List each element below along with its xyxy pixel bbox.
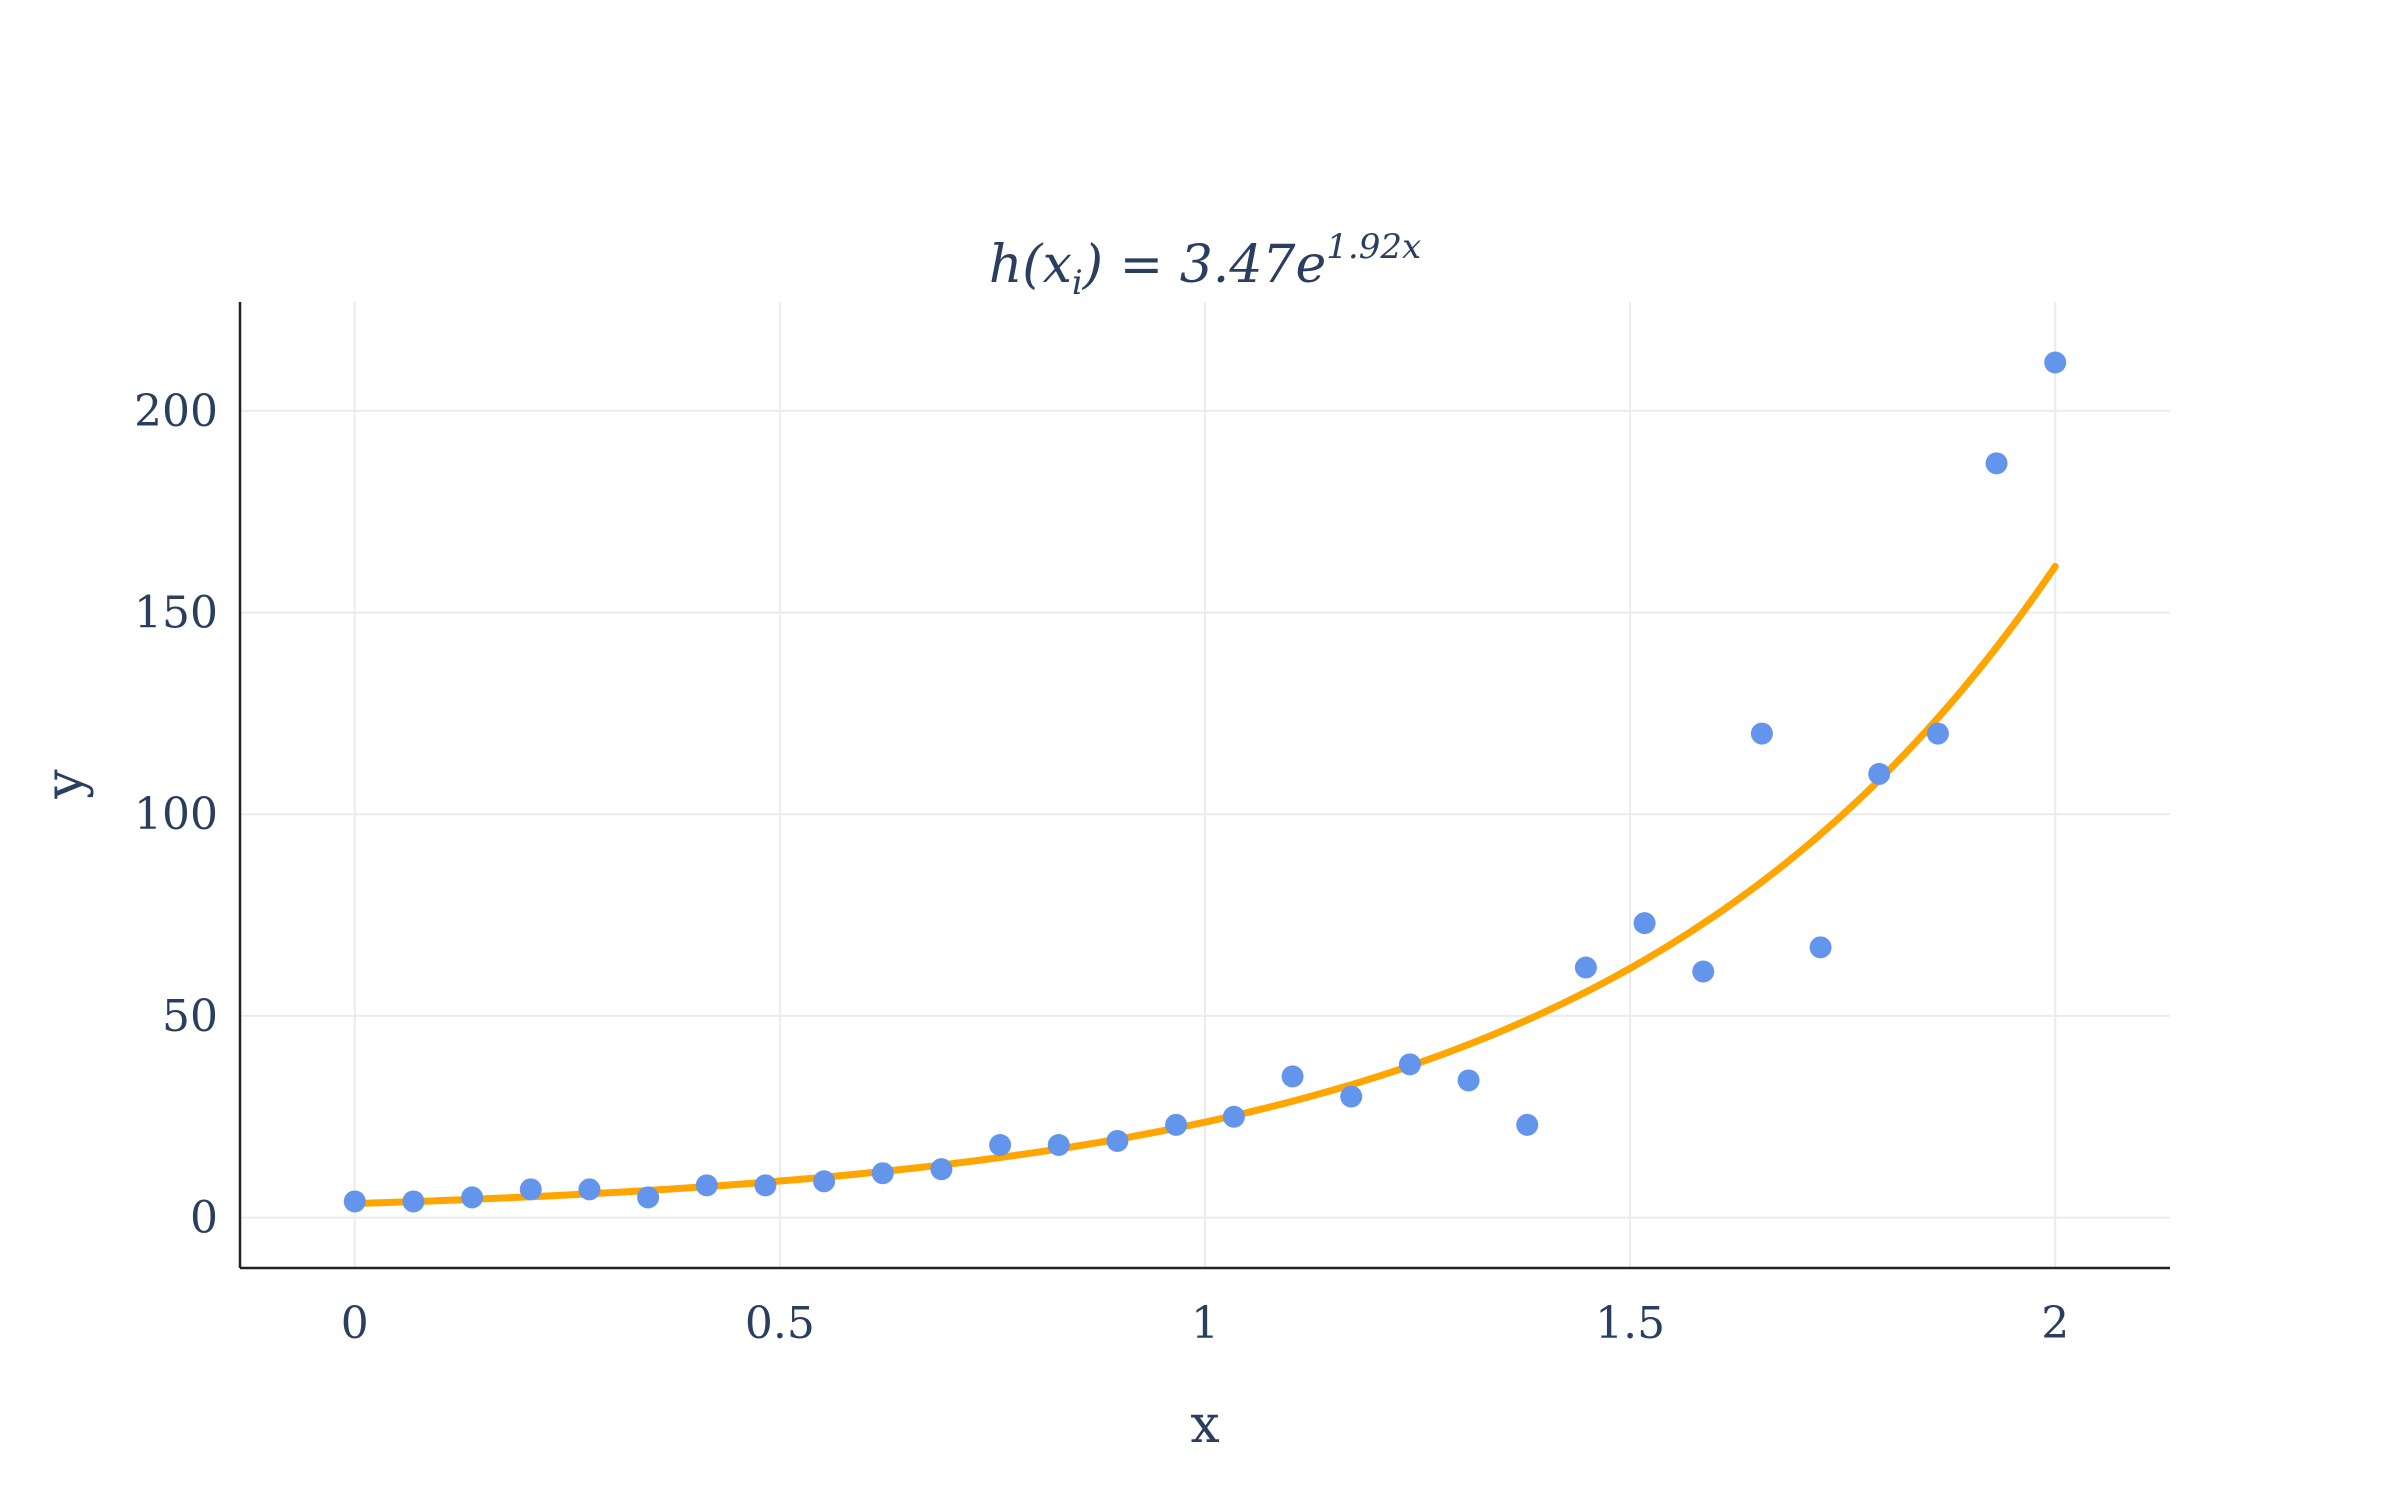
fit-curve-layer — [351, 562, 2059, 1208]
data-point — [2044, 351, 2067, 374]
x-tick-label: 0.5 — [745, 1298, 815, 1349]
y-tick-label: 200 — [134, 386, 218, 437]
x-tick-label: 1 — [1191, 1298, 1219, 1349]
data-point — [1750, 722, 1773, 745]
x-axis-title: x — [1190, 1395, 1219, 1455]
fit-curve — [351, 562, 2059, 1208]
data-point — [1047, 1133, 1070, 1156]
data-point — [402, 1190, 425, 1213]
data-point — [1574, 956, 1597, 979]
data-point — [1222, 1105, 1245, 1128]
data-point — [813, 1170, 836, 1193]
data-point — [343, 1190, 366, 1213]
data-point — [871, 1162, 894, 1185]
data-point — [578, 1178, 601, 1201]
data-point — [1985, 452, 2008, 475]
data-point — [1633, 912, 1656, 935]
chart-title: h(xi) = 3.47e1.92x — [989, 227, 1421, 303]
y-axis-title: y — [35, 769, 95, 800]
data-point — [1692, 960, 1715, 983]
x-tick-label: 2 — [2041, 1298, 2069, 1349]
data-points-layer — [343, 351, 2067, 1213]
x-tick-label: 1.5 — [1595, 1298, 1665, 1349]
y-tick-label: 150 — [134, 588, 218, 639]
data-point — [519, 1178, 542, 1201]
data-point — [930, 1158, 953, 1181]
y-tick-label: 50 — [162, 991, 218, 1042]
data-point — [1340, 1085, 1363, 1108]
data-point — [695, 1174, 718, 1197]
data-point — [637, 1186, 660, 1209]
data-point — [1281, 1065, 1304, 1088]
data-point — [1516, 1113, 1539, 1136]
x-tick-label: 0 — [341, 1298, 369, 1349]
data-point — [1457, 1069, 1480, 1092]
y-tick-label: 100 — [134, 789, 218, 840]
data-point — [1106, 1129, 1129, 1152]
data-point — [989, 1133, 1012, 1156]
data-point — [1868, 762, 1891, 785]
grid — [240, 302, 2170, 1268]
data-point — [1926, 722, 1949, 745]
y-tick-label: 0 — [190, 1193, 218, 1244]
data-point — [1165, 1113, 1188, 1136]
data-point — [1398, 1053, 1421, 1076]
data-point — [754, 1174, 777, 1197]
axes — [238, 302, 2170, 1270]
data-point — [1809, 936, 1832, 959]
tick-labels: 0 0.5 1 1.5 2 0 50 100 150 200 — [134, 386, 2069, 1349]
data-point — [461, 1186, 484, 1209]
